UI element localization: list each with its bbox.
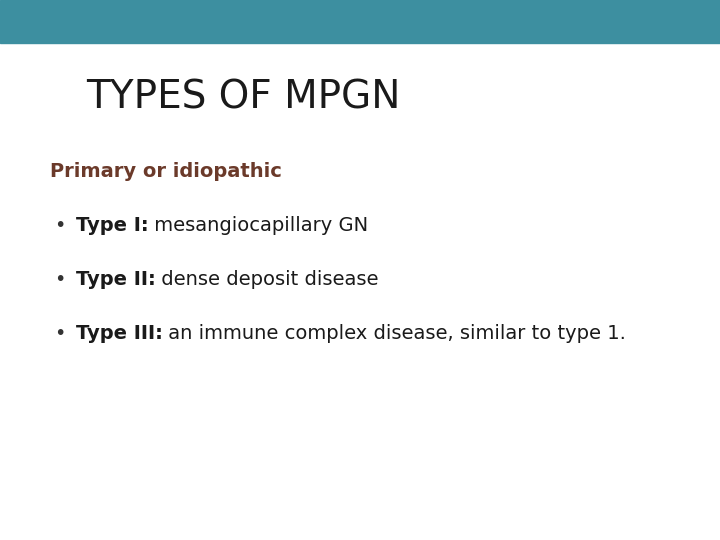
Text: •: •: [54, 216, 66, 235]
Text: Type III:: Type III:: [76, 324, 163, 343]
Text: •: •: [54, 324, 66, 343]
Text: an immune complex disease, similar to type 1.: an immune complex disease, similar to ty…: [163, 324, 626, 343]
Text: TYPES OF MPGN: TYPES OF MPGN: [86, 78, 401, 116]
Bar: [0, 0, 720, 43]
Text: Type I:: Type I:: [76, 216, 148, 235]
Text: Type II:: Type II:: [76, 270, 156, 289]
Text: dense deposit disease: dense deposit disease: [156, 270, 379, 289]
Text: •: •: [54, 270, 66, 289]
Text: mesangiocapillary GN: mesangiocapillary GN: [148, 216, 369, 235]
Text: Primary or idiopathic: Primary or idiopathic: [50, 162, 282, 181]
